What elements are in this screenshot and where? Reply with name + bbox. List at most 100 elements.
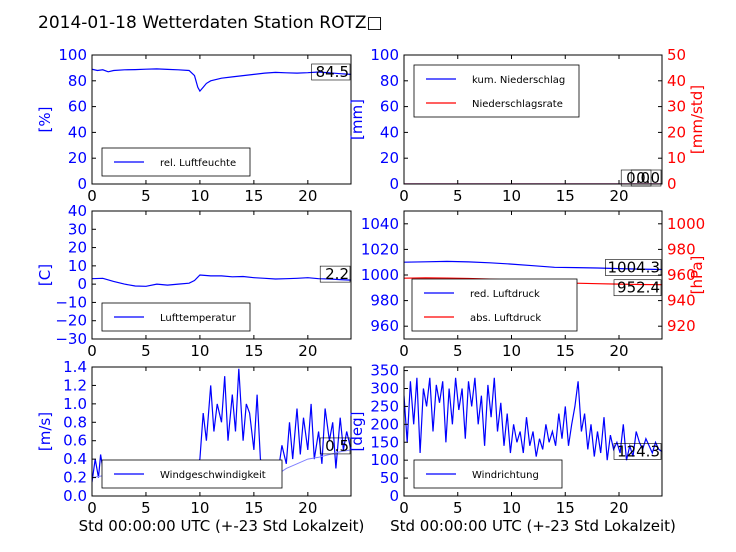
pressure-ytick-right-label: 920: [667, 317, 696, 335]
humidity-ytick-label: 40: [68, 123, 87, 141]
temperature-ytick-label: 40: [68, 202, 87, 220]
winddirection-ylabel: [deg]: [348, 412, 366, 452]
temperature-xtick-label: 0: [87, 342, 97, 360]
pressure-ytick-label: 1020: [361, 240, 399, 258]
temperature-ylabel: [C]: [36, 264, 54, 286]
winddirection-xtick-label: 10: [502, 499, 521, 517]
humidity-panel: 0 5 10 15 20 0 20 40 60 80 100 [%] rel. Luftfeuchte 8…: [36, 46, 352, 205]
precipitation-ytick-label: 40: [380, 123, 399, 141]
pressure-current-value-2-box: [613, 279, 662, 297]
windspeed-ytick-label: 0.0: [63, 487, 87, 505]
humidity-frame: [91, 54, 352, 185]
pressure-ytick-label: 980: [370, 292, 399, 310]
pressure-current-value: 1004.3: [608, 258, 661, 276]
humidity-xtick-label: 15: [244, 187, 263, 205]
precipitation-legend-label: kum. Niederschlag: [472, 75, 565, 86]
precipitation-current-value-box: [620, 169, 652, 187]
humidity-ytick-label: 100: [58, 46, 87, 64]
windspeed-xtick-label: 10: [190, 499, 209, 517]
precipitation-ytick-right-label: 30: [667, 98, 686, 116]
humidity-ytick-label: 0: [77, 175, 87, 193]
winddirection-legend-label: Windrichtung: [472, 470, 539, 481]
pressure-ytick-right-label: 980: [667, 240, 696, 258]
windspeed-legend-label: Windgeschwindigkeit: [160, 470, 266, 481]
temperature-ytick-label: 10: [68, 257, 87, 275]
winddirection-series-0-line: [404, 377, 662, 461]
windspeed-ytick-label: 1.4: [63, 358, 87, 376]
precipitation-ytick-right-label: 20: [667, 123, 686, 141]
winddirection-ytick-label: 0: [389, 487, 399, 505]
temperature-ytick-label: −10: [55, 293, 87, 311]
humidity-xtick-label: 5: [141, 187, 151, 205]
temperature-xtick-label: 5: [141, 342, 151, 360]
winddirection-current-value: 124.3: [617, 442, 660, 460]
humidity-series-0-line: [92, 68, 351, 93]
windspeed-ytick-label: 0.4: [63, 450, 87, 468]
temperature-ytick-label: 30: [68, 220, 87, 238]
winddirection-ytick-label: 350: [370, 362, 399, 380]
pressure-ytick-label: 1000: [361, 266, 399, 284]
winddirection-frame: [403, 366, 663, 497]
windspeed-ytick-label: 0.6: [63, 432, 87, 450]
temperature-current-value: 2.2: [325, 265, 349, 283]
precipitation-current-value: 0.0: [626, 169, 650, 187]
humidity-ylabel: [%]: [36, 107, 54, 133]
precipitation-ytick-label: 100: [370, 46, 399, 64]
winddirection-ytick-label: 150: [370, 433, 399, 451]
precipitation-ytick-right-label: 40: [667, 72, 686, 90]
windspeed-current-value-box: [319, 437, 351, 455]
precipitation-legend-box: [413, 64, 580, 118]
page-title: 2014-01-18 Wetterdaten Station ROTZ□: [38, 13, 383, 33]
pressure-xtick-label: 15: [556, 342, 575, 360]
temperature-ytick-label: 0: [77, 275, 87, 293]
windspeed-xtick-label: 0: [87, 499, 97, 517]
winddirection-ytick-label: 250: [370, 397, 399, 415]
precipitation-xtick-label: 0: [399, 187, 409, 205]
windspeed-ylabel: [m/s]: [36, 412, 54, 451]
precipitation-ytick-right-label: 0: [667, 175, 677, 193]
temperature-ytick-label: −30: [55, 330, 87, 348]
pressure-ytick-right-label: 940: [667, 292, 696, 310]
humidity-ytick-label: 80: [68, 72, 87, 90]
winddirection-xtick-label: 5: [453, 499, 463, 517]
precipitation-ytick-label: 60: [380, 98, 399, 116]
humidity-ytick-label: 60: [68, 98, 87, 116]
humidity-xtick-label: 10: [190, 187, 209, 205]
windspeed-ytick-label: 1.2: [63, 376, 87, 394]
humidity-xtick-label: 20: [298, 187, 317, 205]
temperature-xtick-label: 20: [298, 342, 317, 360]
temperature-legend-label: Lufttemperatur: [160, 313, 237, 324]
precipitation-xtick-label: 10: [502, 187, 521, 205]
winddirection-ytick-label: 200: [370, 415, 399, 433]
precipitation-ytick-label: 20: [380, 149, 399, 167]
temperature-ytick-label: 20: [68, 239, 87, 257]
pressure-xtick-label: 10: [502, 342, 521, 360]
windspeed-xlabel: Std 00:00:00 UTC (+-23 Std Lokalzeit): [79, 517, 365, 535]
windspeed-ytick-label: 1.0: [63, 395, 87, 413]
temperature-panel: 0 5 10 15 20−30−20−10010203040[C]Lufttempera…: [36, 202, 352, 360]
winddirection-xtick-label: 15: [556, 499, 575, 517]
windspeed-xtick-label: 15: [244, 499, 263, 517]
pressure-xtick-label: 5: [453, 342, 463, 360]
precipitation-ylabel-right: [mm/std]: [688, 85, 706, 154]
windspeed-xtick-label: 5: [141, 499, 151, 517]
pressure-legend-label: red. Luftdruck: [470, 289, 540, 300]
temperature-current-value-box: [319, 265, 351, 283]
temperature-ytick-label: −20: [55, 312, 87, 330]
winddirection-xtick-label: 20: [609, 499, 628, 517]
winddirection-ytick-label: 50: [380, 469, 399, 487]
windspeed-xtick-label: 20: [298, 499, 317, 517]
precipitation-ytick-right-label: 10: [667, 149, 686, 167]
precipitation-xtick-label: 20: [609, 187, 628, 205]
windspeed-ytick-label: 0.2: [63, 469, 87, 487]
humidity-legend-label: rel. Luftfeuchte: [160, 158, 236, 169]
pressure-series-0-line: [404, 260, 662, 271]
humidity-current-value-box: [311, 63, 351, 81]
precipitation-ytick-right-label: 50: [667, 46, 686, 64]
pressure-legend-box: [411, 278, 578, 332]
temperature-xtick-label: 15: [244, 342, 263, 360]
winddirection-xlabel: Std 00:00:00 UTC (+-23 Std Lokalzeit): [390, 517, 676, 535]
temperature-frame: [91, 210, 352, 340]
pressure-current-value-box: [605, 259, 662, 276]
